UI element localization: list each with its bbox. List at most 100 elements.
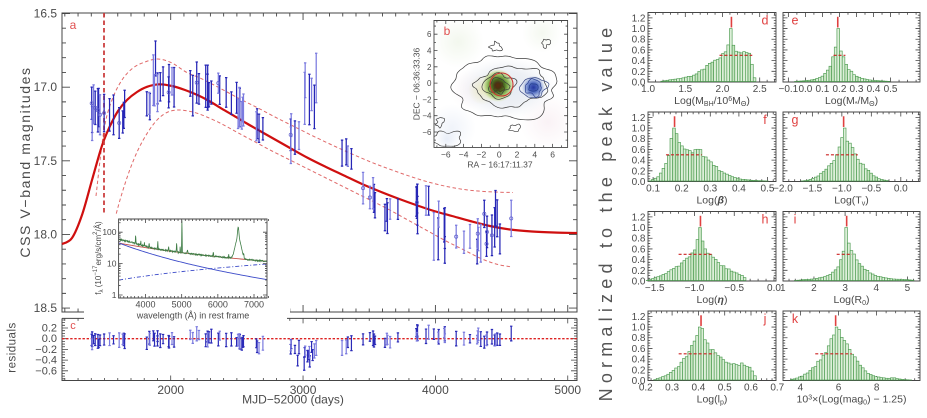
svg-text:i: i (794, 213, 797, 227)
svg-text:17.5: 17.5 (34, 154, 58, 168)
svg-text:18.0: 18.0 (34, 227, 58, 241)
svg-text:0.2: 0.2 (675, 184, 689, 195)
svg-text:7000: 7000 (244, 300, 264, 310)
svg-text:6: 6 (836, 383, 842, 394)
svg-text:5000: 5000 (554, 383, 581, 397)
svg-text:0.0: 0.0 (632, 277, 646, 288)
svg-text:MJD−52000 (days): MJD−52000 (days) (242, 393, 344, 407)
svg-text:0.5: 0.5 (761, 184, 775, 195)
svg-text:1.2: 1.2 (632, 312, 646, 323)
svg-text:6: 6 (550, 150, 555, 160)
svg-text:16.5: 16.5 (34, 7, 58, 21)
svg-text:j: j (763, 312, 767, 326)
svg-text:6: 6 (427, 30, 432, 39)
svg-text:0.2: 0.2 (632, 67, 646, 78)
svg-text:2: 2 (811, 283, 817, 294)
svg-text:0.1: 0.1 (646, 184, 660, 195)
svg-text:−6: −6 (441, 150, 451, 160)
svg-text:0.7: 0.7 (770, 383, 784, 394)
svg-text:5: 5 (905, 283, 911, 294)
svg-text:0.0: 0.0 (632, 376, 646, 387)
svg-text:Log(lp): Log(lp) (697, 393, 728, 406)
svg-text:1: 1 (112, 290, 117, 300)
svg-text:−4: −4 (459, 150, 469, 160)
svg-text:4000: 4000 (135, 300, 155, 310)
svg-text:0.2: 0.2 (639, 383, 653, 394)
svg-text:1.0: 1.0 (632, 124, 646, 135)
svg-text:0.4: 0.4 (632, 255, 646, 266)
svg-text:0.6: 0.6 (744, 383, 758, 394)
svg-text:5000: 5000 (172, 300, 192, 310)
svg-text:−0.1: −0.1 (778, 84, 798, 95)
svg-text:1.0: 1.0 (641, 84, 655, 95)
svg-text:f: f (763, 113, 767, 127)
svg-text:Log(Tv): Log(Tv) (834, 194, 868, 207)
svg-text:4: 4 (427, 47, 432, 56)
svg-text:0.2: 0.2 (632, 166, 646, 177)
svg-text:6000: 6000 (208, 300, 228, 310)
svg-text:0.6: 0.6 (632, 344, 646, 355)
svg-text:0.0: 0.0 (767, 283, 781, 294)
svg-text:103×(Log(mag0) − 1.25): 103×(Log(mag0) − 1.25) (797, 393, 907, 406)
svg-text:4000: 4000 (422, 383, 449, 397)
svg-text:0.4: 0.4 (632, 355, 646, 366)
svg-text:1.2: 1.2 (632, 113, 646, 124)
svg-text:−0.5: −0.5 (724, 283, 744, 294)
svg-text:−2.0: −2.0 (773, 184, 793, 195)
svg-text:0.0: 0.0 (894, 184, 908, 195)
svg-text:0.0: 0.0 (42, 333, 57, 345)
svg-text:0.0: 0.0 (798, 84, 812, 95)
svg-text:−0.5: −0.5 (861, 184, 881, 195)
svg-text:−4: −4 (422, 112, 432, 121)
svg-text:0.5: 0.5 (884, 84, 898, 95)
svg-text:k: k (792, 312, 799, 326)
svg-text:0.1: 0.1 (815, 84, 829, 95)
svg-text:1.0: 1.0 (632, 24, 646, 35)
svg-text:2: 2 (427, 63, 432, 72)
svg-text:−1.5: −1.5 (803, 184, 823, 195)
svg-text:1.2: 1.2 (632, 13, 646, 24)
svg-text:2.0: 2.0 (716, 84, 730, 95)
svg-text:0: 0 (497, 150, 502, 160)
svg-text:0.0: 0.0 (632, 177, 646, 188)
svg-text:0.2: 0.2 (833, 84, 847, 95)
svg-text:wavelength (Å) in rest frame: wavelength (Å) in rest frame (136, 311, 250, 321)
svg-text:4: 4 (798, 383, 804, 394)
svg-text:0.2: 0.2 (632, 365, 646, 376)
svg-text:Log(MBH/106MΘ): Log(MBH/106MΘ) (674, 95, 750, 108)
svg-text:0.6: 0.6 (632, 244, 646, 255)
svg-text:3000: 3000 (290, 383, 317, 397)
svg-text:0.6: 0.6 (632, 145, 646, 156)
svg-text:10: 10 (107, 259, 117, 269)
svg-text:100: 100 (102, 227, 116, 237)
svg-text:0.3: 0.3 (665, 383, 679, 394)
svg-text:Normalized to the peak value: Normalized to the peak value (596, 23, 616, 402)
svg-text:1.2: 1.2 (632, 212, 646, 223)
svg-text:b: b (444, 24, 451, 38)
svg-text:0.3: 0.3 (850, 84, 864, 95)
svg-text:0.8: 0.8 (632, 234, 646, 245)
svg-text:2.5: 2.5 (753, 84, 767, 95)
svg-text:−1.5: −1.5 (645, 283, 665, 294)
svg-text:g: g (792, 113, 799, 127)
svg-text:1: 1 (780, 283, 786, 294)
svg-text:0.4: 0.4 (867, 84, 881, 95)
svg-text:0.0: 0.0 (632, 78, 646, 89)
svg-text:−1.0: −1.0 (685, 283, 705, 294)
svg-text:0.4: 0.4 (732, 184, 746, 195)
svg-text:0.3: 0.3 (703, 184, 717, 195)
svg-text:−0.6: −0.6 (35, 365, 57, 377)
svg-text:d: d (762, 14, 769, 28)
svg-text:−0.2: −0.2 (35, 344, 57, 356)
svg-text:0.4: 0.4 (632, 56, 646, 67)
svg-text:0.5: 0.5 (718, 383, 732, 394)
svg-text:−0.4: −0.4 (35, 355, 57, 367)
svg-text:0.4: 0.4 (691, 383, 705, 394)
svg-text:0.8: 0.8 (632, 35, 646, 46)
svg-text:18.5: 18.5 (34, 301, 58, 315)
svg-text:e: e (792, 14, 799, 28)
svg-text:Log(η): Log(η) (697, 294, 728, 306)
svg-text:0.4: 0.4 (632, 156, 646, 167)
svg-text:0.8: 0.8 (632, 134, 646, 145)
svg-text:1.5: 1.5 (678, 84, 692, 95)
